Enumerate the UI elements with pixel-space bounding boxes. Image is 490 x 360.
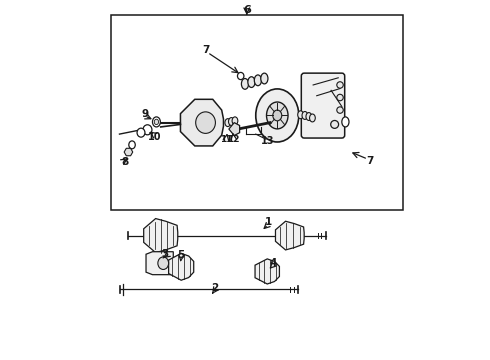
Ellipse shape xyxy=(242,78,248,89)
Ellipse shape xyxy=(337,94,343,101)
Ellipse shape xyxy=(143,125,152,135)
Text: 7: 7 xyxy=(202,45,210,55)
Ellipse shape xyxy=(273,110,282,121)
Ellipse shape xyxy=(154,119,159,125)
Ellipse shape xyxy=(261,73,268,84)
Ellipse shape xyxy=(310,114,315,122)
Text: 1: 1 xyxy=(265,217,272,227)
Ellipse shape xyxy=(152,117,160,127)
Text: 8: 8 xyxy=(121,157,128,167)
Text: 9: 9 xyxy=(141,109,148,119)
Text: 7: 7 xyxy=(366,156,373,166)
Ellipse shape xyxy=(298,111,303,119)
Ellipse shape xyxy=(232,117,238,125)
Ellipse shape xyxy=(254,75,262,86)
Ellipse shape xyxy=(267,102,288,129)
Polygon shape xyxy=(275,221,304,250)
Polygon shape xyxy=(146,252,173,275)
Ellipse shape xyxy=(331,121,339,129)
Text: 13: 13 xyxy=(261,136,274,146)
Polygon shape xyxy=(229,123,240,135)
Ellipse shape xyxy=(306,113,312,121)
Text: 11: 11 xyxy=(220,135,233,144)
Bar xyxy=(111,15,403,211)
Polygon shape xyxy=(255,259,279,284)
Text: 10: 10 xyxy=(148,132,161,142)
Ellipse shape xyxy=(137,128,145,137)
Polygon shape xyxy=(124,148,133,156)
Ellipse shape xyxy=(228,118,234,126)
Ellipse shape xyxy=(129,141,135,149)
Text: 4: 4 xyxy=(270,258,277,268)
Ellipse shape xyxy=(238,72,244,80)
Text: 2: 2 xyxy=(211,283,218,293)
Ellipse shape xyxy=(302,112,308,120)
Text: 12: 12 xyxy=(227,135,240,144)
Ellipse shape xyxy=(225,119,231,127)
Ellipse shape xyxy=(342,117,349,127)
FancyBboxPatch shape xyxy=(301,73,344,138)
Ellipse shape xyxy=(248,77,255,87)
Polygon shape xyxy=(180,99,223,146)
Text: 5: 5 xyxy=(177,250,185,260)
Polygon shape xyxy=(144,219,178,253)
Ellipse shape xyxy=(256,89,299,142)
Ellipse shape xyxy=(158,257,169,270)
Text: 3: 3 xyxy=(162,249,169,259)
Text: 6: 6 xyxy=(243,5,251,15)
Polygon shape xyxy=(169,253,194,280)
Ellipse shape xyxy=(196,112,216,134)
Ellipse shape xyxy=(337,82,343,88)
Ellipse shape xyxy=(337,107,343,113)
